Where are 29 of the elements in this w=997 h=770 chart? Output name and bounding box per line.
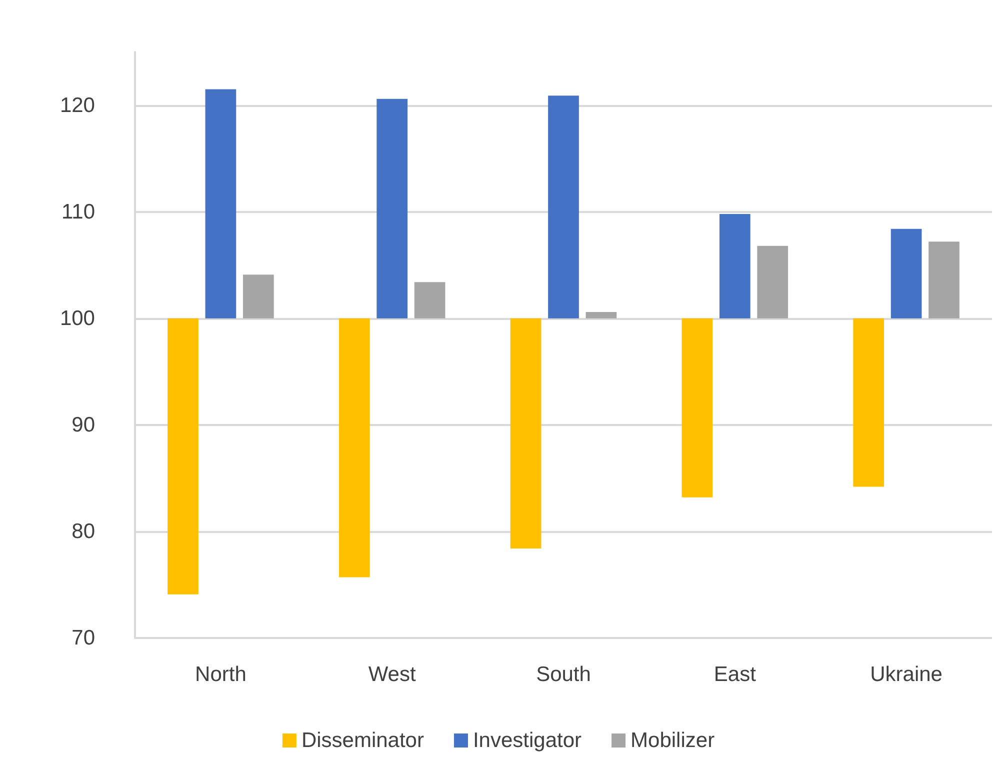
bar: [376, 98, 408, 318]
y-tick-label: 110: [62, 200, 95, 224]
bar: [682, 318, 713, 498]
bar: [168, 318, 198, 594]
y-tick-label: 80: [72, 520, 95, 543]
bar: [757, 246, 788, 318]
bar: [414, 282, 446, 318]
y-tick-label: 100: [60, 306, 95, 330]
y-tick-label: 90: [72, 413, 95, 436]
y-tick-label: 120: [60, 94, 95, 117]
bar: [586, 312, 617, 318]
y-tick-label: 70: [72, 626, 95, 650]
bar: [890, 228, 922, 318]
x-tick-label: East: [714, 663, 756, 686]
bar: [853, 318, 884, 487]
bar: [719, 214, 750, 318]
bar: [205, 89, 236, 318]
bar: [548, 96, 579, 318]
bar: [338, 318, 370, 578]
legend-label: Disseminator: [301, 729, 424, 752]
legend-label: Mobilizer: [630, 729, 715, 752]
bar: [510, 318, 542, 548]
legend-label: Investigator: [472, 729, 582, 752]
x-tick-label: South: [536, 663, 591, 686]
bar: [928, 242, 960, 318]
bar: [242, 274, 274, 318]
x-tick-label: North: [195, 663, 246, 686]
x-tick-label: West: [368, 663, 416, 686]
x-tick-label: Ukraine: [870, 663, 942, 686]
